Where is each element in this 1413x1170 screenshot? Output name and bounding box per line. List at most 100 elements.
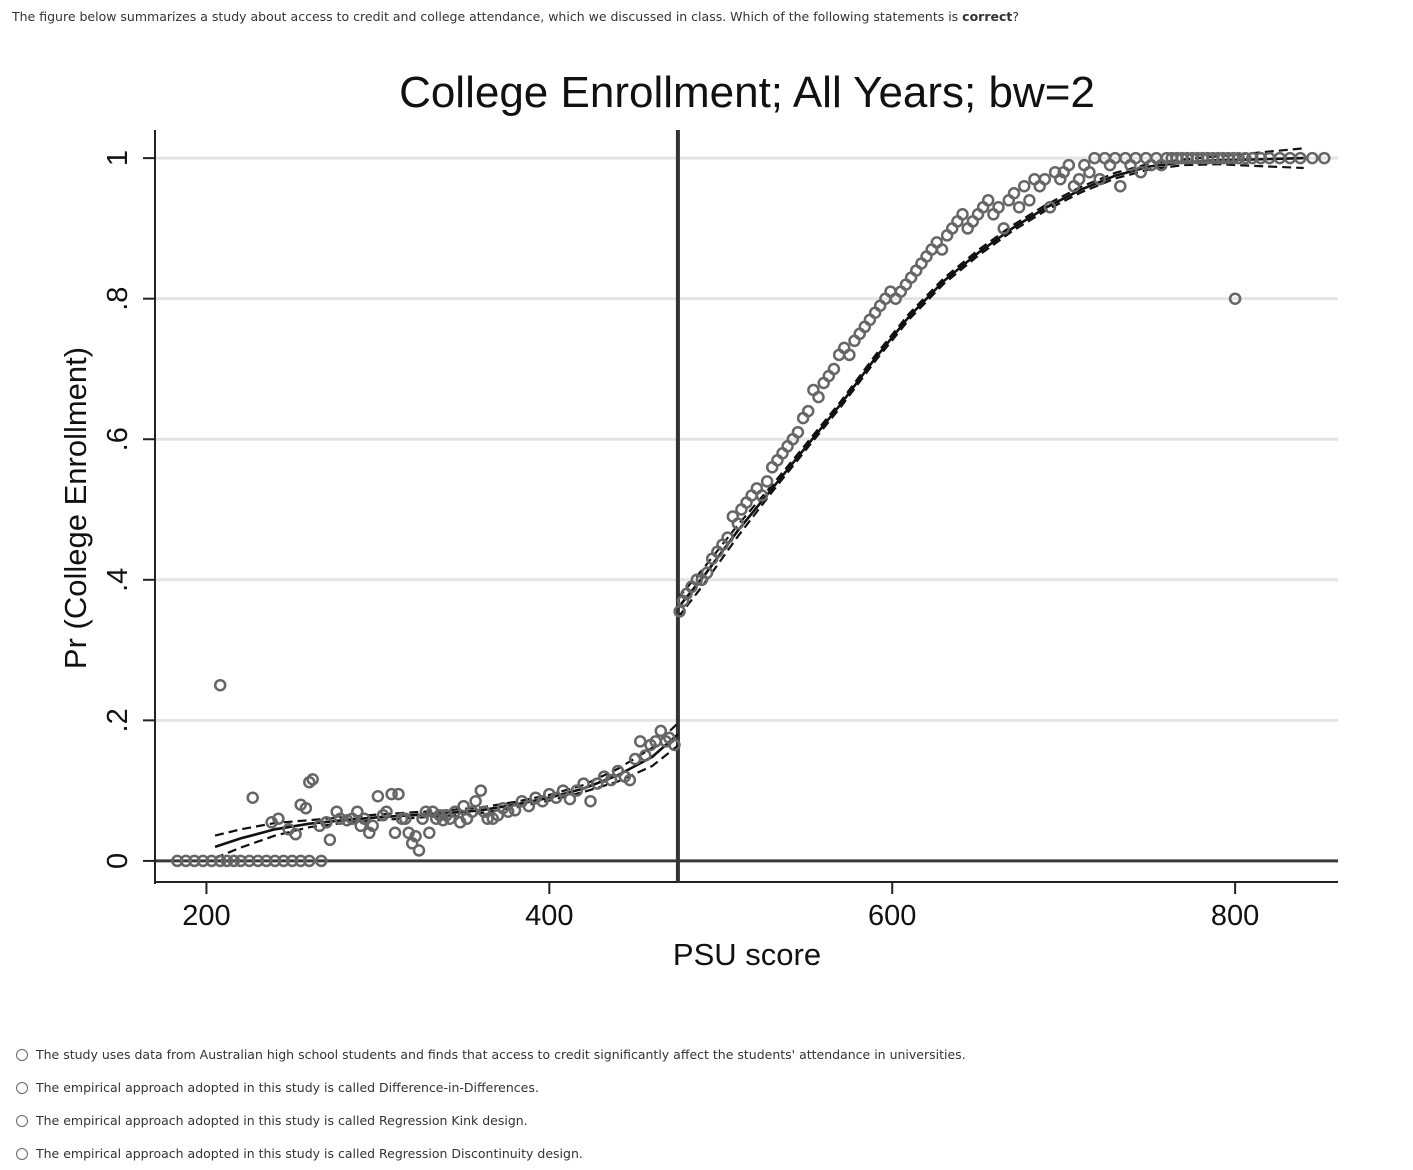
data-point [628,752,642,766]
data-point [577,777,590,790]
data-point [457,799,470,813]
option-label: The study uses data from Australian high… [36,1047,966,1062]
option-1[interactable]: The study uses data from Australian high… [16,1038,966,1071]
data-point [1043,201,1057,214]
data-point [721,531,734,544]
radio-button[interactable] [16,1081,28,1094]
data-point [243,854,256,868]
data-point [205,854,218,868]
data-point [1306,151,1319,165]
data-point [220,854,234,868]
question-suffix: ? [1012,9,1020,24]
radio-button[interactable] [16,1147,28,1160]
data-point [827,362,841,376]
data-point [380,805,393,818]
fit-layer [214,156,1304,849]
data-point [251,854,265,868]
y-tick-label: .4 [102,568,134,592]
right-fit-line [676,156,1304,609]
radio-button[interactable] [16,1048,28,1061]
data-point [731,517,745,530]
data-point [639,749,652,762]
right-ci-lower [677,163,1304,619]
x-tick-label: 600 [868,900,916,932]
option-label: The empirical approach adopted in this s… [36,1113,528,1128]
rd-chart: 0 .2 .4 .6 .8 1 200 400 600 800 College Enrollmen… [58,68,1338,972]
data-point [1318,151,1331,165]
data-point [234,854,247,868]
data-point [843,348,856,362]
data-point [213,854,227,868]
option-3[interactable]: The empirical approach adopted in this s… [16,1104,966,1137]
data-point [508,804,522,817]
data-point [385,787,398,801]
data-point [376,808,390,822]
data-point [997,222,1010,235]
data-point [333,812,347,825]
data-point [196,854,210,868]
data-point [423,826,436,840]
data-point [956,208,969,221]
y-tick-label: .8 [102,287,134,311]
data-point [668,738,681,752]
data-point [315,854,328,868]
data-point [294,854,307,868]
point-layer [171,151,1331,868]
data-point [260,854,273,868]
data-point [277,854,290,868]
y-tick-label: 1 [102,150,134,166]
data-point [303,854,316,868]
grid-layer [155,156,1338,722]
data-point [633,735,647,748]
data-point [409,830,422,843]
data-point [1246,151,1259,165]
option-2[interactable]: The empirical approach adopted in this s… [16,1071,966,1104]
data-point [388,826,402,840]
data-point [1239,151,1252,165]
data-point [448,805,462,818]
data-point [246,791,259,804]
data-point [272,812,285,825]
y-tick-label: 0 [102,853,134,869]
data-point [700,566,714,580]
option-label: The empirical approach adopted in this s… [36,1080,539,1095]
data-point [474,784,488,797]
x-axis-label: PSU score [673,937,821,972]
data-point [584,794,597,808]
data-point [1007,187,1021,200]
data-point [481,812,494,825]
left-ci-upper [214,722,679,837]
data-point [801,404,815,418]
data-point [289,827,302,841]
question-prefix: The figure below summarizes a study abou… [12,9,963,24]
data-point [1227,151,1240,165]
data-point [623,773,637,787]
option-4[interactable]: The empirical approach adopted in this s… [16,1137,966,1170]
data-point [351,805,364,818]
data-point [690,573,704,587]
option-label: The empirical approach adopted in this s… [36,1146,583,1161]
radio-button[interactable] [16,1114,28,1127]
data-point [812,390,825,404]
data-point [1294,151,1307,165]
data-point [1062,158,1076,172]
data-point [1134,165,1148,179]
data-point [522,799,536,813]
data-point [371,790,385,803]
data-point [604,773,618,787]
data-point [213,678,227,692]
data-point [412,844,426,857]
data-point [465,805,479,818]
data-point [1072,172,1086,186]
data-point [268,854,282,868]
data-point [549,791,563,804]
data-point [399,812,412,825]
x-tick-label: 200 [182,900,230,932]
question-emphasis: correct [962,9,1013,24]
data-point [1017,179,1031,193]
data-point [179,854,193,868]
question-text: The figure below summarizes a study abou… [12,9,1019,24]
data-point [1232,151,1245,165]
data-point [673,605,686,618]
data-point [171,854,184,868]
